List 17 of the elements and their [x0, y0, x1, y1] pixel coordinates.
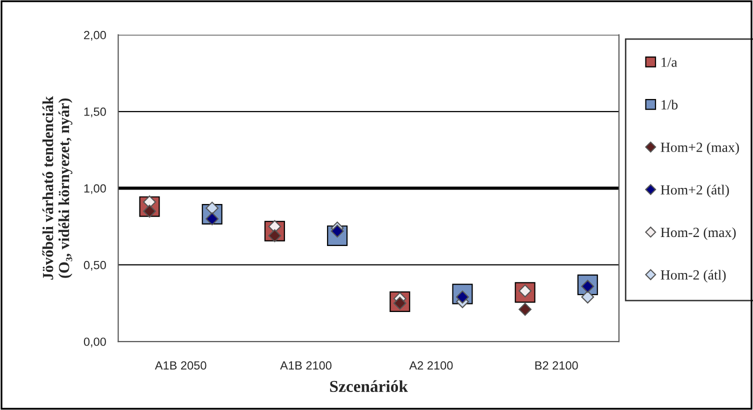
- y-axis-title: Jövőbeli várható tendenciák (O₃, vidéki környezet, nyár): [42, 96, 72, 280]
- y-tick-label: 2,00: [84, 30, 106, 41]
- x-tick-label: A2 2100: [409, 361, 453, 370]
- legend-label: 1/a: [662, 58, 678, 67]
- y-tick-label: 0,50: [84, 260, 106, 271]
- y-tick-label: 1,00: [84, 184, 106, 194]
- legend-label: Hom+2 (átl): [660, 184, 729, 198]
- y-tick-label: 0,00: [84, 338, 106, 348]
- legend-label: Hom+2 (max): [660, 142, 739, 155]
- legend-label: Hom-2 (max): [660, 227, 736, 240]
- x-axis-title: Szcenáriók: [330, 380, 408, 392]
- x-tick-label: A1B 2050: [154, 361, 206, 370]
- y-tick-label: 1,50: [84, 108, 106, 118]
- legend-label: 1/b: [662, 100, 678, 110]
- x-tick-label: B2 2100: [535, 361, 578, 370]
- legend-label: Hom-2 (átl): [660, 270, 726, 282]
- x-tick-label: A1B 2100: [280, 361, 332, 370]
